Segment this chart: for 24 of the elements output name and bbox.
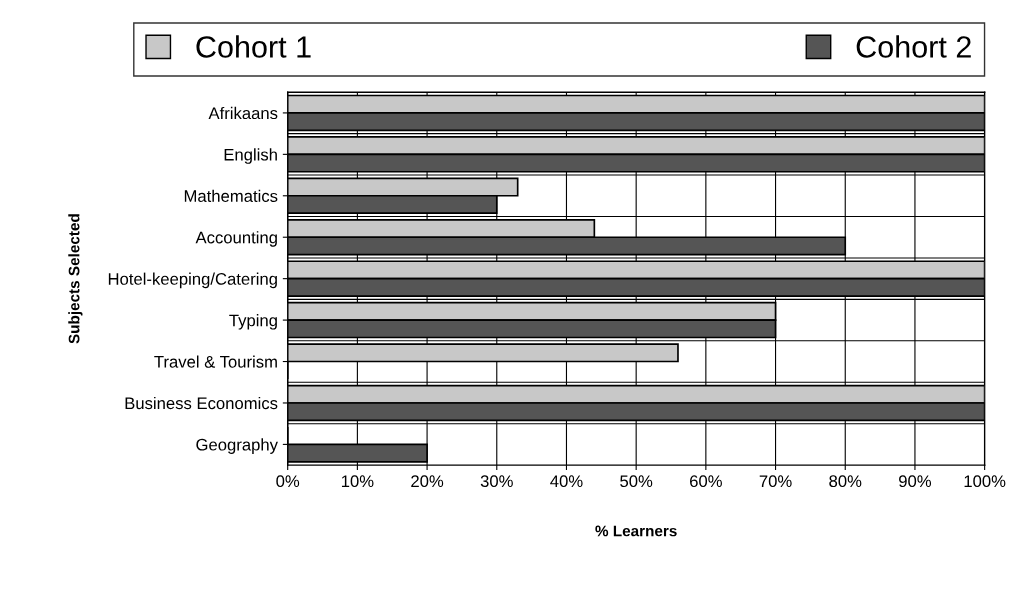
y-tick-label: Accounting: [195, 231, 277, 247]
y-tick-label: Afrikaans: [208, 106, 278, 120]
x-tick-label: 20%: [411, 475, 444, 488]
x-tick-label: 30%: [480, 475, 513, 488]
y-tick-label: Travel & Tourism: [154, 355, 277, 368]
legend-label: Cohort 2: [856, 35, 971, 58]
x-tick-label: 40%: [550, 475, 583, 488]
x-tick-label: 90%: [899, 475, 932, 488]
y-axis-title: Subjects Selected: [68, 214, 83, 344]
x-tick-label: 80%: [829, 475, 862, 488]
x-tick-label: 10%: [341, 475, 374, 488]
x-tick-label: 70%: [759, 475, 792, 488]
x-tick-label: 100%: [964, 475, 1006, 488]
x-tick-label: 50%: [620, 475, 653, 488]
x-tick-label: 0%: [276, 475, 300, 488]
x-axis-title: % Learners: [595, 525, 677, 537]
y-tick-label: English: [224, 148, 277, 164]
y-tick-label: Business Economics: [125, 396, 278, 410]
y-tick-label: Typing: [229, 314, 277, 330]
y-tick-label: Geography: [196, 438, 278, 454]
y-tick-label: Hotel-keeping/Catering: [108, 272, 277, 289]
legend-label: Cohort 1: [196, 35, 311, 58]
y-tick-label: Mathematics: [184, 189, 278, 202]
x-tick-label: 60%: [690, 475, 722, 488]
